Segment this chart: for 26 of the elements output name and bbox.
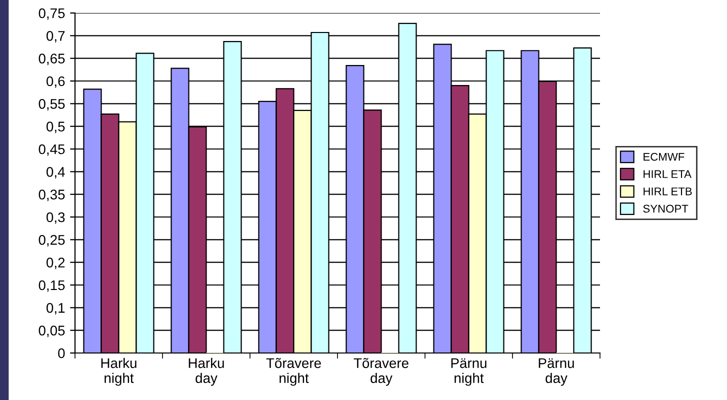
legend-label: HIRL ETA [644, 170, 692, 178]
x-tick-label: Tõravere night [266, 358, 321, 386]
y-tick-label: 0,3 [46, 212, 65, 224]
y-tick-label: 0,2 [46, 258, 65, 270]
x-tick-label: Harku night [101, 358, 136, 386]
y-tick-label: 0,4 [46, 167, 65, 178]
legend-label: HIRL ETB [644, 188, 692, 196]
x-tick-label: Tõravere day [354, 358, 408, 386]
y-tick-label: 0,1 [46, 303, 65, 314]
y-tick-label: 0 [58, 348, 65, 358]
y-tick-label: 0,05 [38, 326, 65, 338]
y-tick-label: 0,45 [38, 144, 65, 156]
y-tick-label: 0,5 [46, 122, 65, 134]
y-tick-label: 0,25 [38, 235, 65, 246]
y-tick-label: 0,15 [38, 280, 65, 292]
legend-label: ECMWF [644, 152, 684, 161]
y-tick-label: 0,35 [38, 190, 65, 202]
x-tick-label: Harku day [188, 358, 224, 386]
y-tick-label: 0,6 [46, 76, 65, 88]
y-tick-label: 0,55 [38, 99, 65, 110]
y-tick-label: 0,7 [46, 31, 65, 42]
y-tick-label: 0,75 [38, 8, 65, 20]
x-tick-label: Pärnu day [538, 358, 574, 386]
legend-label: SYNOPT [643, 204, 688, 213]
y-tick-label: 0,65 [38, 54, 65, 66]
x-tick-label: Pärnu night [451, 358, 486, 386]
